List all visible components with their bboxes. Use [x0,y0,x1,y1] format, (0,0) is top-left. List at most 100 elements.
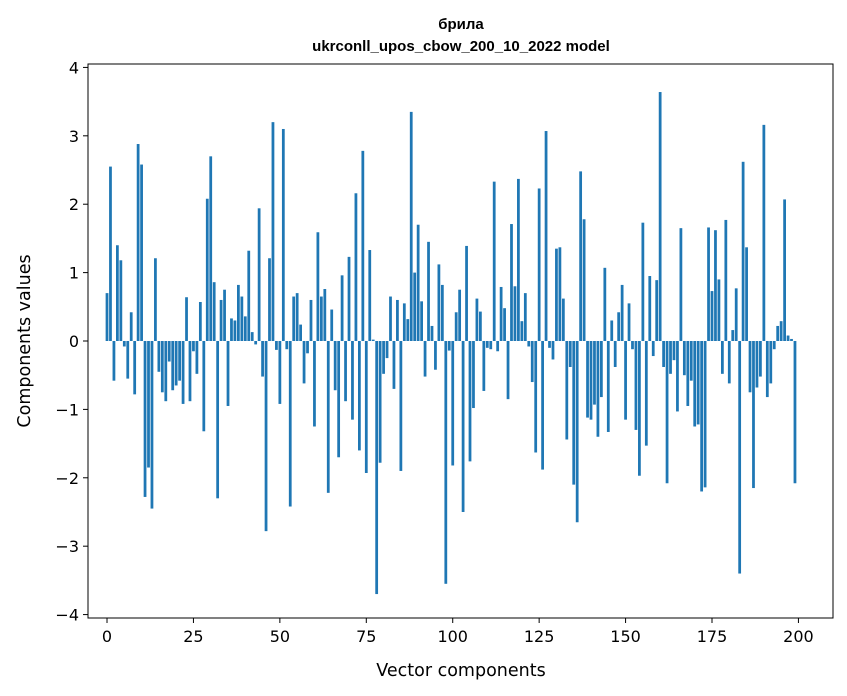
bar-125 [537,188,541,341]
bar-195 [779,321,783,341]
bar-59 [309,299,313,341]
bar-176 [714,230,717,341]
bar-134 [568,341,572,367]
bar-62 [319,296,323,341]
bar-64 [326,341,330,493]
bar-191 [765,341,769,398]
bar-68 [340,275,344,341]
bar-139 [586,341,589,418]
bar-155 [641,222,645,341]
bar-181 [731,330,735,341]
bar-162 [665,341,669,484]
bar-85 [399,341,403,471]
y-tick-label-3: 3 [69,127,79,146]
bar-159 [655,280,659,341]
bar-10 [140,164,143,341]
bar-4 [119,260,123,341]
bar-57 [302,341,306,384]
bar-183 [738,341,742,574]
bar-86 [402,303,406,341]
bar-137 [579,171,583,341]
bar-196 [783,199,786,341]
bar-97 [440,284,444,341]
bar-38 [237,284,240,341]
bar-77 [371,339,375,341]
bar-187 [752,341,755,489]
bar-108 [479,311,482,341]
x-tick-label-150: 150 [610,627,641,646]
bar-1 [109,166,112,341]
bar-14 [154,258,157,341]
bar-184 [741,161,745,341]
x-tick-label-75: 75 [356,627,376,646]
bar-9 [136,144,140,341]
bar-30 [209,156,213,341]
x-axis: 0 25 50 75 100 125 150 175 200 [102,618,814,646]
bar-92 [423,341,427,377]
bar-112 [492,181,496,341]
bar-186 [748,341,752,393]
bar-12 [147,341,150,468]
bar-190 [762,124,766,342]
bar-70 [347,256,351,341]
bar-2 [112,341,116,381]
bar-24 [188,341,192,402]
bars-group [105,92,797,595]
bar-129 [551,341,555,360]
bar-123 [530,341,534,383]
bar-6 [126,341,130,379]
bar-60 [313,341,316,427]
bar-82 [389,296,392,341]
x-tick-label-0: 0 [102,627,112,646]
bar-147 [613,341,617,367]
bar-143 [599,341,603,398]
bar-94 [430,325,434,341]
bar-144 [603,267,607,341]
bar-3 [116,245,119,341]
bar-32 [216,341,220,499]
bar-185 [745,247,748,341]
bar-180 [727,341,731,384]
bar-138 [582,219,586,341]
y-tick-label-0: 0 [69,332,79,351]
bar-142 [596,341,600,437]
bar-197 [786,335,790,341]
bar-128 [548,341,551,348]
bar-15 [157,341,161,372]
bar-145 [606,341,610,432]
bar-177 [717,279,721,341]
bar-121 [523,293,527,341]
bar-31 [212,282,216,341]
bar-99 [447,341,451,351]
bar-11 [143,341,147,497]
bar-83 [392,341,396,389]
bar-182 [734,288,738,341]
bar-29 [205,198,209,341]
bar-79 [378,341,382,463]
bar-5 [122,341,126,347]
bar-49 [275,341,278,350]
y-tick-label--2: −2 [55,469,79,488]
bar-164 [672,341,676,361]
x-tick-label-200: 200 [783,627,814,646]
x-tick-label-25: 25 [183,627,203,646]
bar-98 [444,341,448,584]
bar-167 [682,341,686,376]
bar-160 [658,92,662,341]
bar-150 [624,341,627,420]
bar-41 [247,250,251,341]
bar-78 [375,341,379,595]
bar-101 [454,312,458,341]
bar-194 [776,325,780,341]
bar-118 [513,286,517,341]
bar-25 [192,341,195,352]
bar-193 [772,341,776,350]
bar-7 [129,312,133,341]
bar-56 [299,324,302,341]
bar-16 [160,341,164,393]
bar-44 [257,208,261,341]
bar-87 [406,319,410,341]
plot-frame [87,63,834,619]
x-axis-label: Vector components [376,661,545,681]
